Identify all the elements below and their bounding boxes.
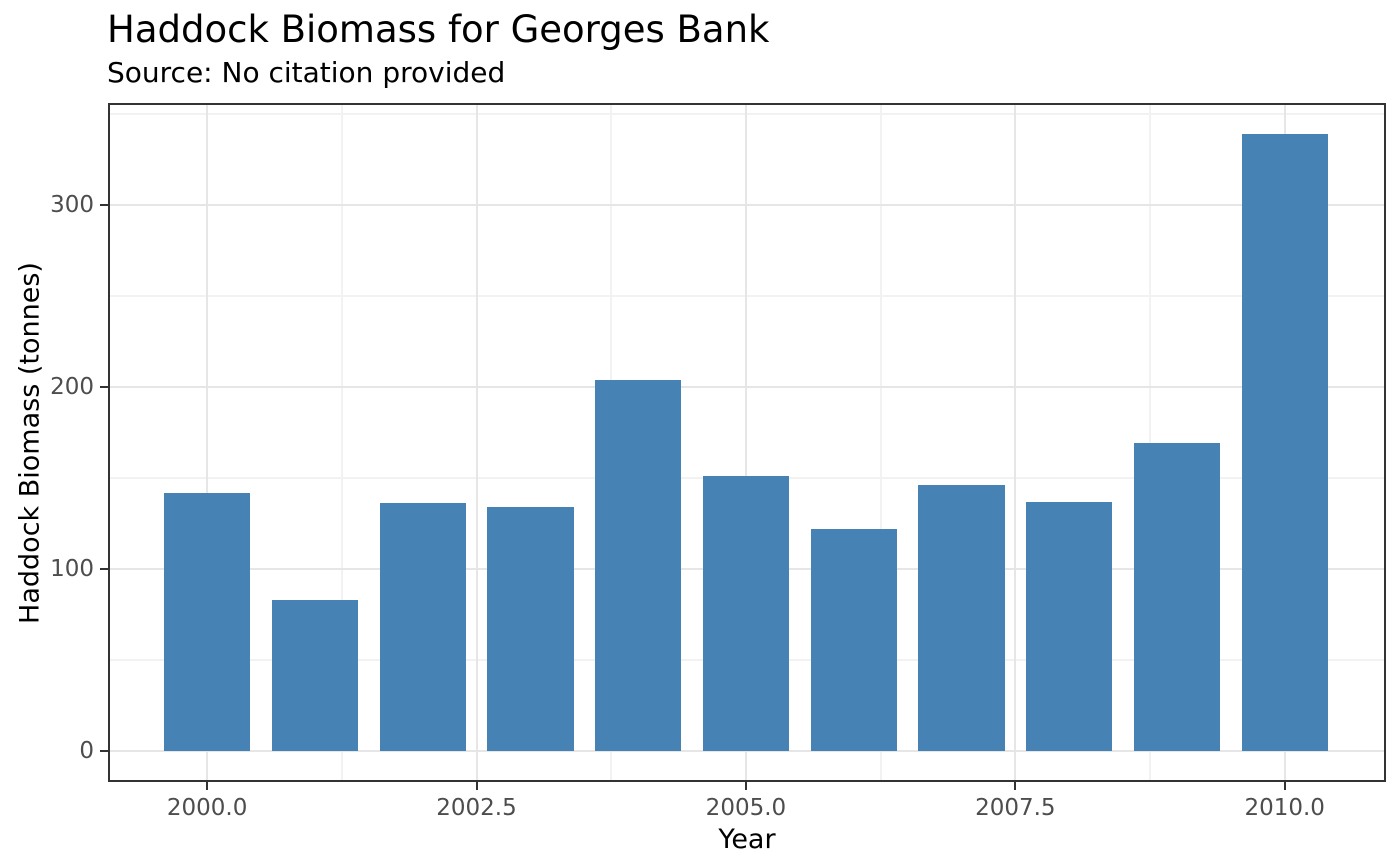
x-tick-mark-2010.0	[1283, 782, 1286, 790]
y-tick-label-100: 100	[50, 556, 94, 583]
x-tick-mark-2005.0	[744, 782, 747, 790]
y-tick-mark-100	[100, 568, 108, 571]
bar-2005	[702, 476, 790, 752]
gridline-minor-x-2006.25	[879, 103, 882, 782]
gridline-minor-y-250	[108, 294, 1386, 297]
bar-2006	[810, 528, 897, 752]
y-tick-label-300: 300	[50, 191, 94, 218]
bar-2010	[1241, 133, 1328, 752]
y-tick-mark-300	[100, 203, 108, 206]
gridline-minor-x-2001.25	[340, 103, 343, 782]
x-tick-label-2005.0: 2005.0	[705, 795, 787, 821]
gridline-major-x-2000	[206, 103, 209, 782]
x-tick-label-2000.0: 2000.0	[166, 795, 248, 821]
bar-2007	[918, 485, 1005, 752]
bar-2000	[164, 492, 251, 752]
y-tick-mark-200	[100, 385, 108, 388]
bar-2008	[1026, 501, 1113, 752]
gridline-major-y-200	[108, 385, 1386, 388]
x-tick-label-2007.5: 2007.5	[975, 795, 1056, 821]
x-tick-mark-2002.5	[475, 782, 478, 790]
y-tick-label-0: 0	[79, 738, 94, 765]
chart-title: Haddock Biomass for Georges Bank	[107, 8, 770, 51]
gridline-major-x-2005	[744, 103, 747, 782]
plot-panel	[108, 103, 1386, 782]
chart-subtitle: Source: No citation provided	[107, 56, 506, 89]
x-tick-label-2010.0: 2010.0	[1244, 795, 1325, 821]
bar-2003	[487, 507, 574, 752]
x-axis-title: Year	[718, 824, 776, 855]
x-tick-label-2002.5: 2002.5	[436, 795, 517, 821]
gridline-major-x-2007.5	[1014, 103, 1017, 782]
bar-2002	[379, 503, 466, 752]
bar-2004	[595, 379, 682, 752]
bar-2001	[271, 600, 358, 752]
gridline-major-y-300	[108, 203, 1386, 206]
gridline-minor-x-2008.75	[1149, 103, 1151, 782]
y-tick-label-200: 200	[50, 373, 94, 400]
gridline-minor-y-350	[108, 112, 1386, 115]
gridline-major-y-0	[108, 750, 1386, 753]
x-tick-mark-2000.0	[206, 782, 209, 790]
gridline-major-x-2002.5	[475, 103, 478, 782]
bar-2009	[1133, 443, 1221, 752]
x-tick-mark-2007.5	[1014, 782, 1017, 790]
y-tick-mark-0	[100, 750, 108, 753]
